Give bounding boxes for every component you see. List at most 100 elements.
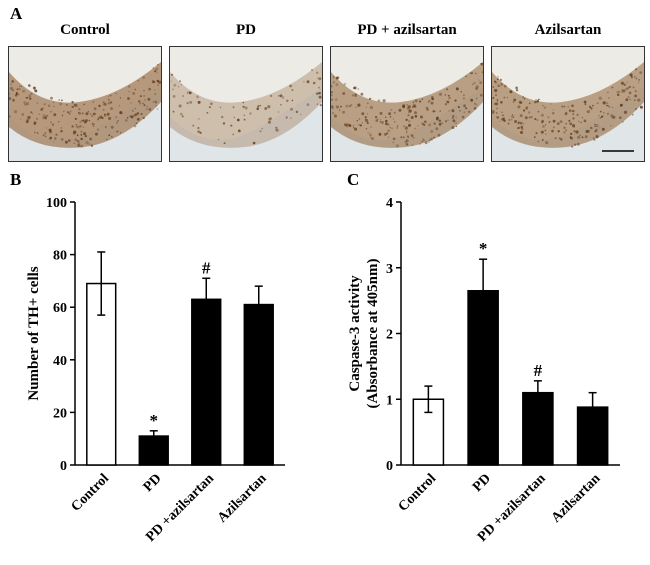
stained-cell	[463, 94, 465, 96]
stained-cell	[173, 83, 177, 87]
stained-cell	[543, 106, 547, 109]
stained-cell	[312, 81, 316, 85]
chart-th-cells: 0 20 40 60 80 100 Number of TH+ cells Control * P…	[26, 196, 285, 545]
stained-cell	[342, 92, 346, 95]
stained-cell	[331, 91, 333, 94]
stained-cell	[146, 106, 148, 108]
stained-cell	[318, 95, 322, 99]
stained-cell	[612, 115, 616, 119]
stained-cell	[136, 112, 140, 115]
stained-cell	[425, 106, 429, 110]
stained-cell	[108, 116, 112, 120]
stained-cell	[74, 138, 77, 141]
stained-cell	[76, 134, 79, 137]
stained-cell	[197, 130, 200, 133]
stained-cell	[452, 114, 455, 118]
stained-cell	[473, 82, 476, 84]
stained-cell	[106, 112, 110, 116]
stained-cell	[107, 101, 111, 105]
stained-cell	[172, 88, 174, 90]
stained-cell	[512, 116, 515, 118]
stained-cell	[473, 102, 477, 105]
stained-cell	[369, 133, 372, 137]
stained-cell	[116, 130, 119, 133]
stained-cell	[243, 118, 246, 121]
stained-cell	[269, 117, 272, 120]
stained-cell	[588, 105, 592, 108]
stained-cell	[119, 111, 123, 115]
stained-cell	[63, 110, 65, 113]
y-tick-label: 4	[386, 196, 393, 211]
stained-cell	[30, 92, 33, 95]
stained-cell	[518, 126, 521, 129]
stained-cell	[311, 69, 313, 71]
stained-cell	[45, 127, 48, 129]
stained-cell	[583, 119, 587, 123]
stained-cell	[371, 137, 374, 140]
stained-cell	[19, 85, 21, 87]
stained-cell	[599, 110, 602, 113]
stained-cell	[108, 134, 110, 137]
stained-cell	[536, 100, 539, 104]
stained-cell	[478, 79, 480, 81]
stained-cell	[419, 100, 422, 103]
stained-cell	[507, 122, 510, 125]
stained-cell	[370, 126, 372, 128]
stained-cell	[563, 126, 566, 129]
stained-cell	[369, 97, 372, 100]
stained-cell	[364, 116, 367, 119]
stained-cell	[261, 128, 263, 130]
stained-cell	[75, 124, 78, 126]
stained-cell	[590, 126, 592, 129]
stained-cell	[38, 113, 41, 116]
stained-cell	[414, 99, 418, 103]
stained-cell	[608, 105, 611, 108]
stained-cell	[603, 111, 605, 114]
stained-cell	[541, 139, 544, 141]
stained-cell	[172, 110, 175, 113]
stained-cell	[249, 112, 252, 115]
stained-cell	[172, 95, 176, 98]
stained-cell	[89, 138, 92, 141]
stained-cell	[49, 130, 52, 134]
stained-cell	[637, 98, 641, 102]
stained-cell	[192, 124, 195, 127]
stained-cell	[421, 98, 424, 101]
stained-cell	[154, 93, 157, 95]
stained-cell	[295, 110, 299, 114]
stained-cell	[156, 108, 159, 110]
category-label: Control	[69, 471, 113, 515]
stained-cell	[102, 108, 105, 111]
stained-cell	[512, 101, 515, 103]
stained-cell	[125, 119, 128, 122]
stained-cell	[382, 99, 386, 103]
stained-cell	[267, 105, 271, 109]
stained-cell	[366, 102, 369, 105]
stained-cell	[637, 81, 640, 84]
stained-cell	[619, 116, 622, 119]
stained-cell	[316, 92, 319, 95]
stained-cell	[77, 144, 81, 148]
stained-cell	[571, 124, 576, 128]
panel-label-a: A	[10, 4, 23, 23]
stained-cell	[542, 125, 545, 128]
stained-cell	[280, 103, 282, 106]
stained-cell	[58, 99, 60, 101]
stained-cell	[77, 142, 81, 146]
stained-cell	[606, 102, 609, 105]
category-label: Azilsartan	[215, 471, 270, 526]
stained-cell	[76, 125, 80, 129]
stained-cell	[430, 101, 434, 105]
micrograph-azilsartan	[491, 46, 645, 162]
stained-cell	[275, 129, 277, 131]
stained-cell	[634, 99, 636, 101]
stained-cell	[492, 86, 495, 88]
stained-cell	[471, 83, 474, 86]
stained-cell	[595, 135, 599, 139]
stained-cell	[475, 85, 479, 89]
stained-cell	[335, 98, 338, 101]
stained-cell	[72, 132, 76, 135]
stained-cell	[385, 122, 388, 126]
stained-cell	[413, 105, 416, 108]
stained-cell	[419, 143, 421, 145]
